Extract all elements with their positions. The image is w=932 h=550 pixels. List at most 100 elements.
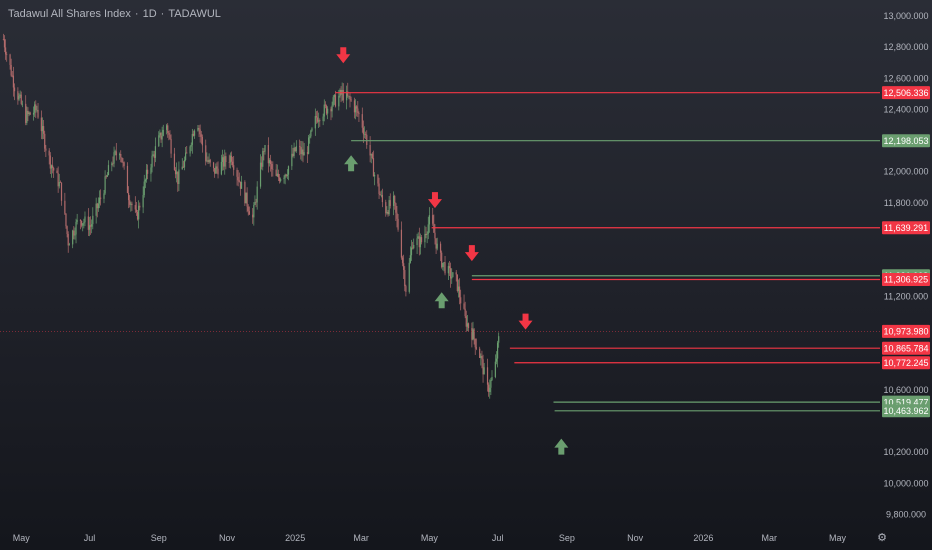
candle-body	[378, 183, 380, 194]
candle-body	[74, 234, 76, 236]
candle-body	[200, 134, 202, 137]
candle-body	[442, 262, 444, 268]
candle-body	[395, 203, 397, 213]
y-tick-label: 12,000.000	[883, 167, 928, 177]
candle-body	[419, 237, 422, 248]
candle-body	[65, 213, 67, 227]
candle-body	[278, 177, 281, 182]
candle-body	[207, 160, 209, 162]
candle-body	[427, 224, 429, 234]
candle-body	[346, 91, 348, 101]
arrow-up-icon	[434, 292, 449, 309]
candle-body	[416, 238, 418, 246]
candle-body	[229, 155, 231, 163]
candle-body	[272, 169, 274, 170]
candle-body	[10, 64, 12, 76]
candle-body	[370, 153, 372, 156]
candle-body	[434, 232, 436, 239]
candle-body	[338, 95, 340, 107]
candle-body	[174, 169, 177, 175]
candle-body	[26, 110, 28, 123]
candle-body	[159, 132, 161, 136]
candle-body	[66, 226, 68, 235]
candle-body	[354, 106, 357, 113]
candle-body	[349, 95, 351, 100]
candle-body	[324, 104, 326, 106]
candle-body	[84, 216, 86, 223]
candle-body	[152, 154, 154, 156]
gear-icon[interactable]: ⚙	[877, 532, 887, 544]
candle-body	[230, 155, 233, 162]
candle-body	[198, 128, 200, 130]
levels-layer: 12,506.33612,198.05311,639.29111,331.008…	[0, 86, 930, 418]
x-tick-label: Mar	[762, 533, 778, 543]
candle-body	[262, 151, 264, 167]
candle-body	[107, 165, 110, 176]
arrow-up-icon	[344, 155, 359, 172]
candle-body	[79, 219, 82, 222]
candle-body	[256, 186, 258, 203]
candle-body	[167, 125, 169, 133]
candle-body	[464, 308, 466, 317]
candle-body	[475, 347, 477, 349]
candle-body	[363, 133, 366, 135]
candle-body	[424, 233, 426, 243]
candle-body	[332, 97, 334, 106]
x-tick-label: May	[829, 533, 847, 543]
candle-body	[479, 348, 481, 358]
candle-body	[87, 216, 89, 230]
candle-body	[17, 91, 19, 100]
candle-body	[44, 133, 46, 149]
candle-body	[27, 110, 29, 115]
candle-body	[252, 214, 254, 218]
candle-body	[428, 215, 430, 225]
candle-body	[405, 286, 407, 292]
candle-body	[439, 243, 442, 253]
candle-body	[191, 133, 193, 145]
candle-body	[389, 200, 391, 206]
candle-body	[217, 168, 219, 175]
x-tick-label: May	[13, 533, 31, 543]
candle-body	[142, 195, 144, 208]
candle-body	[225, 156, 227, 163]
candle-body	[302, 149, 304, 156]
candle-body	[458, 286, 461, 298]
candle-body	[201, 136, 203, 146]
candle-body	[318, 120, 320, 122]
arrow-up-icon	[554, 438, 569, 455]
candle-body	[409, 255, 411, 263]
candle-body	[58, 182, 60, 187]
candle-body	[136, 212, 139, 220]
resistance-level-label-bg	[882, 221, 930, 235]
candle-body	[236, 169, 238, 177]
candle-body	[50, 165, 53, 169]
candle-body	[397, 218, 399, 230]
candle-body	[293, 147, 295, 156]
candle-body	[183, 159, 186, 168]
x-tick-label: Sep	[151, 533, 167, 543]
candle-body	[385, 202, 387, 214]
y-tick-label: 10,600.000	[883, 385, 928, 395]
x-tick-label: Jul	[492, 533, 504, 543]
candle-body	[301, 149, 303, 155]
candle-body	[129, 200, 131, 205]
candle-body	[448, 266, 451, 269]
interval-label[interactable]: 1D	[142, 8, 157, 20]
candle-body	[206, 160, 208, 162]
level-label: 10,865.784	[883, 343, 928, 353]
candle-body	[224, 156, 226, 167]
candle-body	[394, 195, 396, 204]
candle-body	[400, 229, 403, 258]
candle-body	[396, 212, 398, 219]
candle-body	[435, 238, 437, 249]
support-level-label-bg	[882, 134, 930, 148]
candle-body	[486, 367, 489, 385]
candle-body	[68, 244, 70, 246]
level-label: 11,306.925	[884, 275, 928, 285]
candle-body	[447, 266, 449, 274]
candle-body	[146, 169, 149, 174]
candle-body	[209, 159, 211, 163]
candle-body	[18, 95, 20, 100]
